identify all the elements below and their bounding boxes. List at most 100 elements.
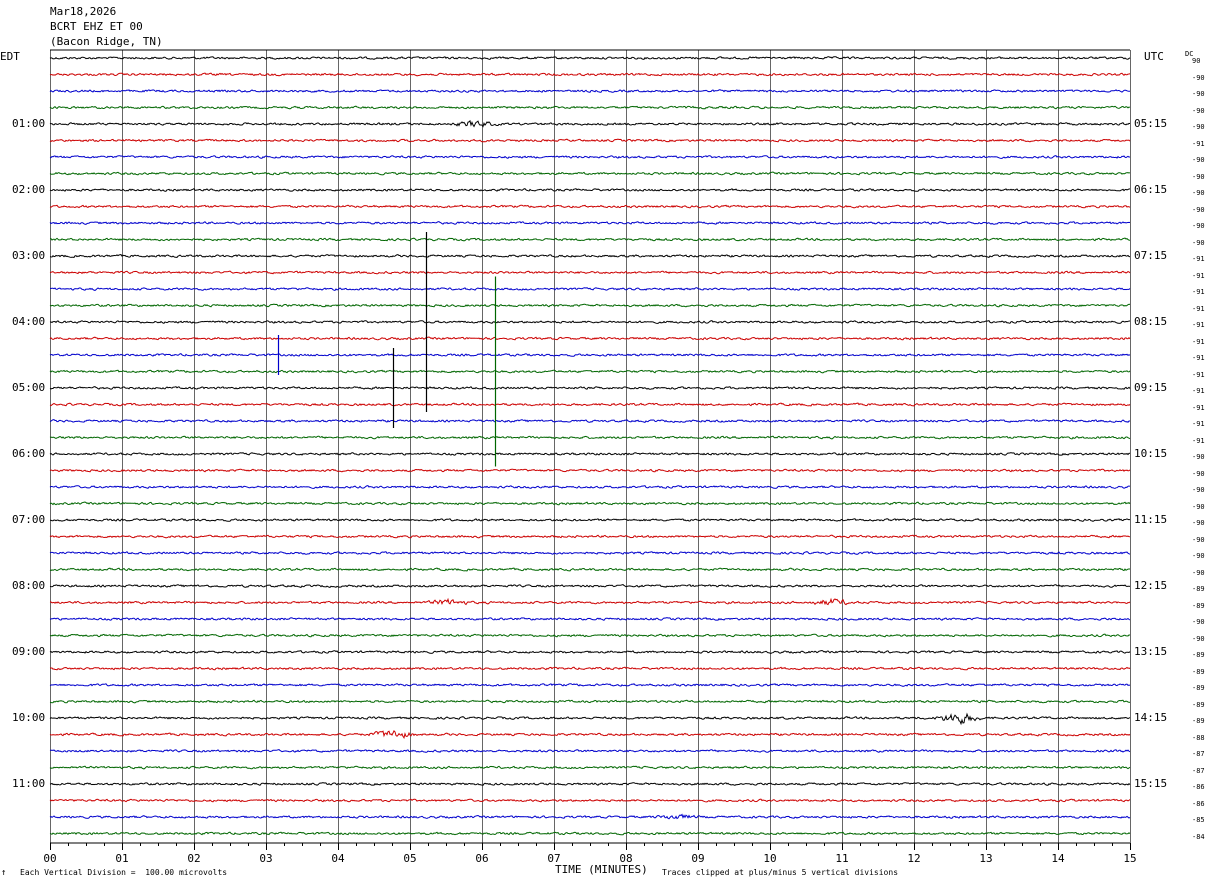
left-hour-label: 08:00 <box>12 579 46 592</box>
dc-offset-label: -90 <box>1192 519 1205 527</box>
clip-note: Traces clipped at plus/minus 5 vertical … <box>662 868 899 877</box>
trace-row-3 <box>49 105 1131 110</box>
x-tick-label: 11 <box>835 852 849 865</box>
right-hour-label: 09:15 <box>1134 381 1168 394</box>
dc-offset-label: -89 <box>1192 651 1205 659</box>
trace-row-41 <box>49 730 1131 739</box>
scale-note: Each Vertical Division = 100.00 microvol… <box>20 868 228 877</box>
trace-row-28 <box>49 518 1131 522</box>
left-hour-label: 11:00 <box>12 777 46 790</box>
x-tick-label: 05 <box>403 852 417 865</box>
time-grid <box>50 49 1131 850</box>
trace-row-6 <box>49 155 1131 159</box>
right-hour-label: 07:15 <box>1134 249 1168 262</box>
trace-row-12 <box>49 254 1131 258</box>
trace-row-27 <box>49 501 1131 506</box>
dc-offset-label: -89 <box>1192 585 1205 593</box>
dc-offset-label: -90 <box>1192 74 1205 82</box>
right-hour-label: 11:15 <box>1134 513 1168 526</box>
dc-offset-label: -91 <box>1192 371 1205 379</box>
x-tick-label: 00 <box>43 852 57 865</box>
trace-row-0 <box>49 56 1131 60</box>
corner-mark: ↑ <box>1 868 7 878</box>
trace-row-32 <box>49 584 1131 588</box>
trace-row-26 <box>49 485 1131 489</box>
dc-offset-label: -91 <box>1192 305 1205 313</box>
dc-offset-label: -91 <box>1192 321 1205 329</box>
x-tick-label: 10 <box>763 852 777 865</box>
dc-offset-label: -86 <box>1192 800 1205 808</box>
dc-offset-label: -90 <box>1192 189 1205 197</box>
x-tick-label: 01 <box>115 852 129 865</box>
left-hour-label: 04:00 <box>12 315 46 328</box>
x-tick-label: 12 <box>907 852 921 865</box>
trace-row-14 <box>50 287 1131 291</box>
dc-offset-label: -84 <box>1192 833 1205 841</box>
dc-offset-label: -91 <box>1192 437 1205 445</box>
dc-offset-label: -90 <box>1192 536 1205 544</box>
x-tick-label: 13 <box>979 852 993 865</box>
trace-row-33 <box>49 597 1131 606</box>
dc-offset-label: -89 <box>1192 602 1205 610</box>
dc-offset-label: -91 <box>1192 404 1205 412</box>
dc-offset-label: -90 <box>1192 222 1205 230</box>
dc-offset-label: -90 <box>1192 123 1205 131</box>
dc-offset-label: -90 <box>1192 206 1205 214</box>
trace-row-17 <box>49 336 1131 341</box>
trace-row-42 <box>49 749 1131 753</box>
dc-offset-label: -90 <box>1192 635 1205 643</box>
trace-row-35 <box>49 633 1131 638</box>
trace-row-4 <box>49 119 1131 128</box>
seismic-traces <box>49 56 1131 836</box>
dc-offset-label: -91 <box>1192 140 1205 148</box>
station-name: BCRT EHZ ET 00 <box>50 20 143 33</box>
dc-offset-label: -90 <box>1192 486 1205 494</box>
right-hour-label: 15:15 <box>1134 777 1168 790</box>
trace-row-19 <box>49 369 1131 374</box>
trace-row-5 <box>49 138 1131 143</box>
x-tick-label: 15 <box>1123 852 1137 865</box>
dc-offset-label: -90 <box>1192 90 1205 98</box>
dc-offset-label: -89 <box>1192 701 1205 709</box>
dc-offset-label: -89 <box>1192 668 1205 676</box>
trace-row-9 <box>49 204 1131 209</box>
right-hour-label: 05:15 <box>1134 117 1168 130</box>
trace-row-43 <box>49 765 1131 770</box>
dc-offset-label: -91 <box>1192 288 1205 296</box>
left-hour-label: 01:00 <box>12 117 46 130</box>
x-tick-label: 02 <box>187 852 201 865</box>
dc-offset-label: -90 <box>1192 107 1205 115</box>
trace-row-36 <box>49 649 1131 654</box>
x-tick-label: 14 <box>1051 852 1065 865</box>
right-hour-label: 10:15 <box>1134 447 1168 460</box>
dc-offset-label: -91 <box>1192 338 1205 346</box>
left-hour-label: 10:00 <box>12 711 46 724</box>
right-hour-label: 06:15 <box>1134 183 1168 196</box>
x-tick-label: 06 <box>475 852 489 865</box>
trace-row-15 <box>49 303 1131 308</box>
left-hour-label: 09:00 <box>12 645 46 658</box>
x-tick-label: 03 <box>259 852 273 865</box>
x-tick-label: 09 <box>691 852 705 865</box>
right-hour-label: 13:15 <box>1134 645 1168 658</box>
trace-row-47 <box>49 831 1131 836</box>
trace-row-2 <box>49 89 1131 93</box>
left-timezone-label: EDT <box>0 50 20 63</box>
left-hour-label: 06:00 <box>12 447 46 460</box>
dc-offset-label: -90 <box>1192 552 1205 560</box>
x-tick-label: 07 <box>547 852 561 865</box>
trace-row-22 <box>49 419 1130 423</box>
right-hour-label: 12:15 <box>1134 579 1168 592</box>
dc-offset-label: -91 <box>1192 387 1205 395</box>
left-hour-label: 02:00 <box>12 183 46 196</box>
dc-offset-label: -90 <box>1192 503 1205 511</box>
left-hour-label: 07:00 <box>12 513 46 526</box>
dc-offset-label: -85 <box>1192 816 1205 824</box>
dc-offset-label: -90 <box>1192 470 1205 478</box>
dc-offset-label: -86 <box>1192 783 1205 791</box>
trace-row-46 <box>49 813 1131 820</box>
trace-row-13 <box>49 270 1131 275</box>
trace-row-40 <box>49 712 1131 726</box>
trace-row-23 <box>49 435 1131 440</box>
